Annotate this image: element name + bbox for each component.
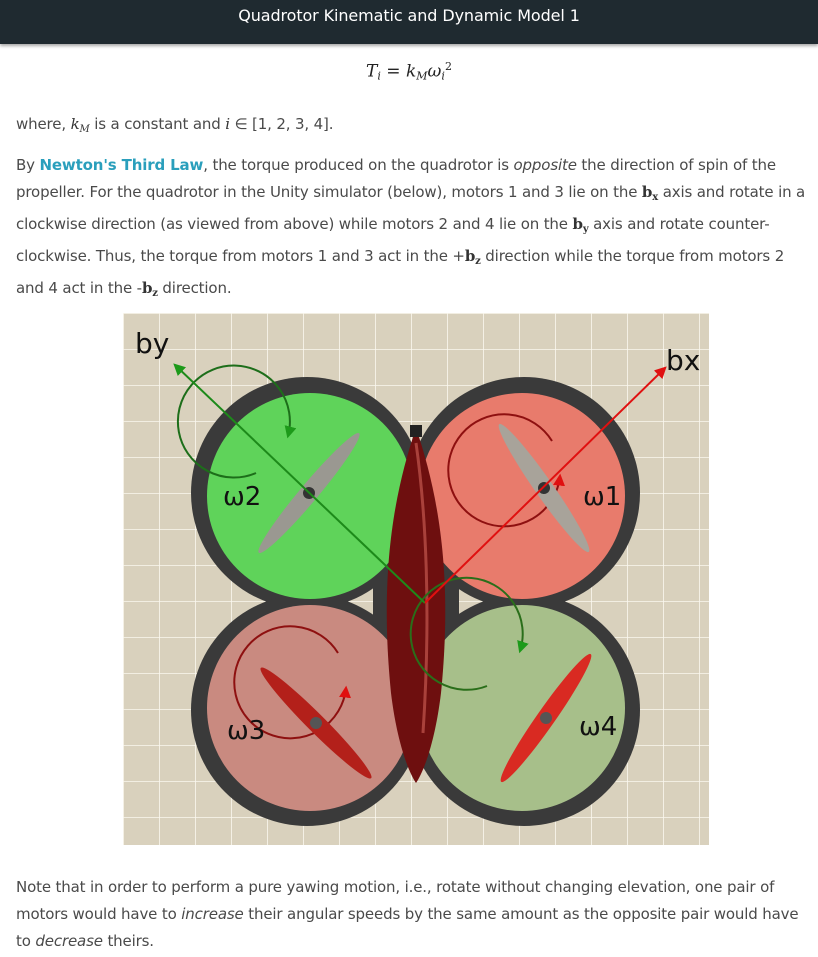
by-axis-line — [173, 363, 426, 604]
p2-t4: axis and rotate counter-clockwise. Thus,… — [16, 215, 770, 265]
label-omega3: ω3 — [227, 716, 265, 746]
page-title: Quadrotor Kinematic and Dynamic Model 1 — [238, 6, 580, 25]
p2-by-sub: y — [582, 224, 589, 235]
p1-suffix: ∈ [1, 2, 3, 4]. — [229, 115, 334, 133]
p2-t5: direction while the torque from motors 2… — [16, 247, 785, 297]
p2-bz2: b — [141, 279, 153, 297]
p2-t2: the direction of spin of the propeller. … — [16, 156, 776, 201]
p2-bz1: b — [464, 247, 476, 265]
p3-increase: increase — [181, 905, 244, 923]
p3-decrease: decrease — [35, 932, 103, 950]
p1-k-sub: M — [79, 124, 90, 135]
paragraph-where: where, kM is a constant and i ∈ [1, 2, 3… — [16, 111, 812, 143]
spin-arc-1 — [447, 413, 565, 528]
p2-bx: b — [641, 183, 653, 201]
eq-T-sub: i — [377, 69, 381, 83]
p2-bx-sub: x — [652, 192, 659, 203]
p2-bz1-sub: z — [475, 256, 481, 267]
drone-nose — [410, 425, 422, 437]
label-by: by — [135, 327, 169, 360]
rotor-disc-4 — [419, 605, 625, 811]
p1-k: k — [70, 115, 80, 133]
quadrotor-figure: by bx ω2 ω1 ω3 ω4 — [123, 313, 709, 845]
p3-t1: Note that in order to perform a pure yaw… — [16, 878, 775, 923]
p2-t1: , the torque produced on the quadrotor i… — [203, 156, 514, 174]
rotor-disc-1 — [419, 393, 625, 599]
p2-opposite: opposite — [513, 156, 577, 174]
paragraph-newton: By Newton's Third Law, the torque produc… — [16, 152, 812, 307]
eq-omega-sup: 2 — [444, 60, 452, 73]
bx-axis-line — [424, 366, 667, 604]
eq-omega: ω — [427, 61, 442, 82]
spin-arc-4 — [409, 576, 529, 691]
p2-t3: axis and rotate in a clockwise direction… — [16, 183, 806, 233]
drone-body — [386, 428, 446, 783]
label-omega4: ω4 — [579, 712, 617, 742]
p1-prefix: where, — [16, 115, 71, 133]
label-omega1: ω1 — [583, 482, 621, 512]
p3-t3: theirs. — [102, 932, 154, 950]
p2-by-sym: b — [572, 215, 583, 233]
top-bar: Quadrotor Kinematic and Dynamic Model 1 — [0, 0, 818, 44]
eq-omega-sub: i — [441, 69, 445, 83]
label-omega2: ω2 — [223, 482, 261, 512]
propeller-4 — [500, 653, 592, 783]
eq-k-sub: M — [416, 69, 428, 83]
eq-T: T — [366, 61, 378, 82]
p3-t2: their angular speeds by the same amount … — [16, 905, 799, 950]
eq-k: k — [405, 61, 417, 82]
p2-t6: direction. — [157, 279, 232, 297]
p2-by: By — [16, 156, 40, 174]
propeller-1 — [498, 423, 590, 553]
p2-bz2-sub: z — [152, 288, 158, 299]
paragraph-yaw: Note that in order to perform a pure yaw… — [16, 874, 812, 955]
spin-arc-2 — [176, 364, 297, 479]
p1-mid: is a constant and — [89, 115, 226, 133]
label-bx: bx — [666, 344, 700, 377]
thrust-equation: Ti = kMωi2 — [366, 60, 452, 83]
newtons-third-law-link[interactable]: Newton's Third Law — [39, 156, 204, 174]
p1-i: i — [225, 115, 230, 133]
propeller-3 — [260, 667, 372, 779]
